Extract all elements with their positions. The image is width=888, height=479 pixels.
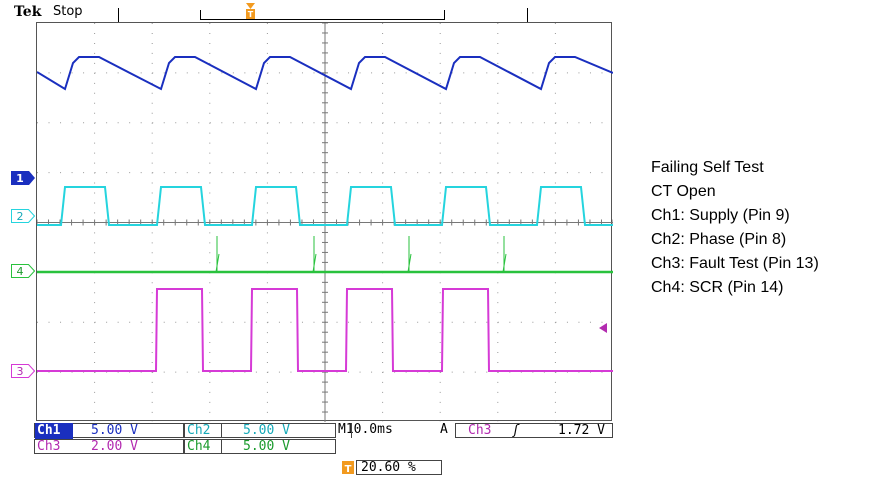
legend-line: Ch3: Fault Test (Pin 13) [651, 252, 819, 276]
trigger-position-readout: 20.60 % [356, 460, 442, 475]
trigger-slope-icon: ʃ [512, 423, 520, 439]
brand-logo: Tek [14, 4, 41, 20]
record-bar-tick [118, 8, 119, 22]
legend-line: Ch2: Phase (Pin 8) [651, 228, 819, 252]
waveform-display [37, 23, 613, 422]
oscilloscope-graticule [36, 22, 612, 421]
trigger-position-icon: T [244, 3, 258, 21]
trigger-level-value: 1.72 V [558, 423, 605, 439]
ch3-readout-label: Ch3 [37, 439, 60, 455]
timebase-readout: M10.0ms [338, 422, 393, 438]
trigger-position-readout-icon: T [342, 461, 354, 474]
ch2-ground-marker-icon: 2 [11, 209, 35, 223]
ch4-scr-spike [408, 236, 411, 272]
trigger-readout: Ch3 ʃ 1.72 V [455, 423, 613, 438]
ch1-readout-value: 5.00 V [91, 423, 138, 439]
trigger-level-marker-icon [597, 323, 607, 333]
ch4-readout: Ch4 5.00 V [184, 439, 336, 454]
ch1-readout-label: Ch1 [35, 423, 73, 439]
ch1-marker-label: 1 [16, 172, 24, 185]
ch3-marker-label: 3 [17, 365, 24, 378]
ch4-ground-marker-icon: 4 [11, 264, 35, 278]
legend-line: Failing Self Test [651, 156, 819, 180]
ch4-marker-label: 4 [17, 265, 24, 278]
ch2-readout: Ch2 5.00 V [184, 423, 336, 438]
ch4-readout-value: 5.00 V [243, 439, 290, 455]
ch4-scr-spike [216, 236, 219, 272]
ch2-readout-value: 5.00 V [243, 423, 290, 439]
ch4-readout-label: Ch4 [187, 439, 210, 455]
record-window-right [444, 10, 445, 20]
trigger-position-value: 20.60 % [361, 460, 416, 476]
acquisition-status: Stop [53, 4, 83, 19]
ch3-readout: Ch3 2.00 V [34, 439, 184, 454]
legend-line: Ch1: Supply (Pin 9) [651, 204, 819, 228]
ch3-readout-value: 2.00 V [91, 439, 138, 455]
annotation-legend: Failing Self Test CT Open Ch1: Supply (P… [651, 156, 819, 300]
timebase-divider [351, 423, 352, 438]
ch4-scr-spike [313, 236, 316, 272]
ch1-ground-marker-icon: 1 [11, 171, 35, 185]
ch2-marker-label: 2 [17, 210, 24, 223]
svg-text:T: T [248, 10, 254, 19]
timebase-value: M10.0ms [338, 422, 393, 437]
record-bar-tick [527, 8, 528, 22]
ch2-readout-label: Ch2 [187, 423, 210, 439]
legend-line: CT Open [651, 180, 819, 204]
trigger-mode-readout: A [440, 422, 448, 438]
legend-line: Ch4: SCR (Pin 14) [651, 276, 819, 300]
svg-text:T: T [345, 464, 352, 474]
ch1-readout: Ch1 5.00 V [34, 423, 184, 438]
ch4-scr-spike [503, 236, 506, 272]
ch2-readout-divider [221, 423, 222, 438]
trigger-source-value: Ch3 [468, 423, 491, 439]
ch3-ground-marker-icon: 3 [11, 364, 35, 378]
ch4-readout-divider [221, 439, 222, 454]
record-length-bar [118, 8, 528, 22]
record-window-span [200, 19, 444, 20]
